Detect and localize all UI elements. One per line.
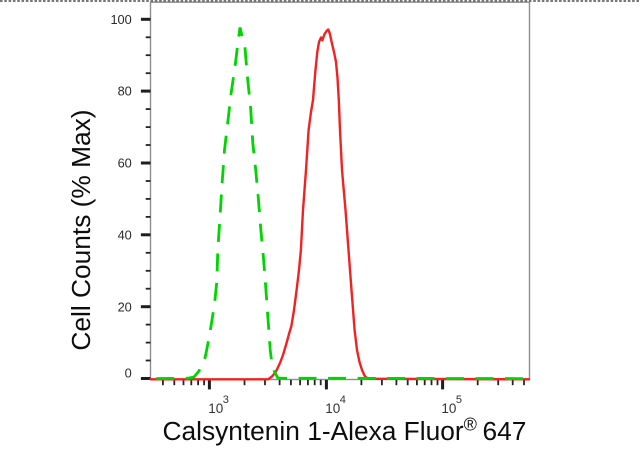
svg-text:100: 100: [110, 12, 131, 27]
svg-text:60: 60: [118, 156, 132, 171]
svg-text:0: 0: [125, 366, 132, 381]
svg-text:80: 80: [118, 84, 132, 99]
svg-text:Cell Counts (% Max): Cell Counts (% Max): [66, 109, 96, 350]
svg-text:40: 40: [118, 227, 132, 242]
svg-text:5: 5: [456, 394, 462, 406]
svg-text:10: 10: [208, 401, 223, 416]
svg-text:3: 3: [223, 394, 229, 406]
svg-text:10: 10: [325, 401, 340, 416]
svg-text:10: 10: [441, 401, 456, 416]
svg-text:20: 20: [118, 299, 132, 314]
svg-text:4: 4: [340, 394, 346, 406]
